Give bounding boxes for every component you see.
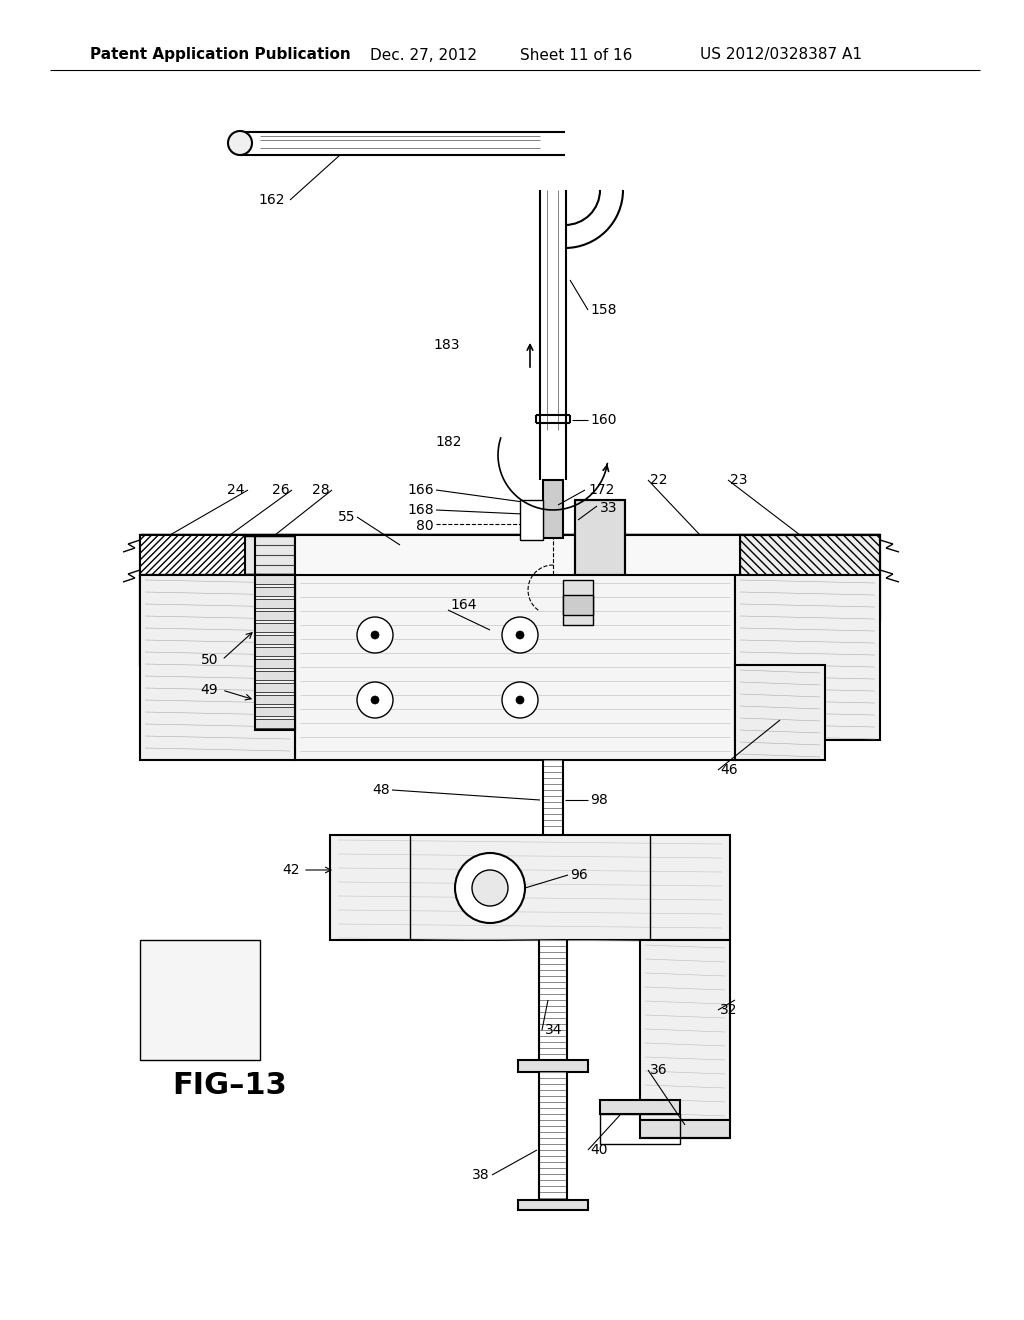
Text: FIG–13: FIG–13 — [173, 1071, 288, 1100]
Bar — [575, 500, 625, 576]
Bar — [255, 576, 295, 730]
Bar — [255, 647, 295, 656]
Text: 46: 46 — [720, 763, 737, 777]
Text: 49: 49 — [201, 682, 218, 697]
Circle shape — [472, 870, 508, 906]
Text: 26: 26 — [272, 483, 290, 498]
Bar — [255, 587, 295, 597]
Circle shape — [371, 631, 379, 639]
Bar — [140, 535, 880, 576]
Bar — [255, 611, 295, 620]
Circle shape — [357, 616, 393, 653]
Bar — [255, 719, 295, 729]
Bar — [735, 665, 825, 760]
Text: 166: 166 — [408, 483, 434, 498]
Circle shape — [228, 131, 252, 154]
Text: 34: 34 — [545, 1023, 562, 1038]
Bar — [563, 595, 593, 615]
Text: US 2012/0328387 A1: US 2012/0328387 A1 — [700, 48, 862, 62]
Circle shape — [357, 682, 393, 718]
Text: 32: 32 — [720, 1003, 737, 1016]
Bar — [295, 576, 735, 760]
Bar — [563, 579, 593, 624]
Bar — [543, 480, 563, 539]
Bar — [255, 576, 295, 583]
Bar — [140, 576, 260, 665]
Bar — [520, 500, 543, 540]
Text: 36: 36 — [650, 1063, 668, 1077]
Bar — [140, 576, 295, 760]
Text: Patent Application Publication: Patent Application Publication — [90, 48, 351, 62]
Circle shape — [516, 696, 524, 704]
Text: 38: 38 — [472, 1168, 490, 1181]
Text: 164: 164 — [450, 598, 476, 612]
Bar — [140, 576, 260, 665]
Text: 23: 23 — [730, 473, 748, 487]
Bar — [600, 1114, 680, 1144]
Text: 42: 42 — [283, 863, 300, 876]
Text: 158: 158 — [590, 304, 616, 317]
Text: 80: 80 — [417, 519, 434, 533]
Text: 24: 24 — [227, 483, 245, 498]
Bar — [640, 940, 730, 1119]
Bar — [740, 535, 880, 620]
Bar — [640, 1119, 730, 1138]
Text: 168: 168 — [408, 503, 434, 517]
Text: 28: 28 — [312, 483, 330, 498]
Bar — [255, 535, 295, 665]
Bar — [740, 535, 880, 620]
Bar — [140, 576, 260, 665]
Text: 183: 183 — [433, 338, 460, 352]
Circle shape — [516, 631, 524, 639]
Text: 33: 33 — [600, 502, 617, 515]
Bar — [255, 696, 295, 704]
Bar — [255, 682, 295, 692]
Text: 40: 40 — [590, 1143, 607, 1158]
Text: Dec. 27, 2012: Dec. 27, 2012 — [370, 48, 477, 62]
Circle shape — [455, 853, 525, 923]
Text: 96: 96 — [570, 869, 588, 882]
Bar — [735, 576, 880, 741]
Text: 50: 50 — [201, 653, 218, 667]
Bar — [255, 599, 295, 609]
Bar — [255, 623, 295, 632]
Text: 98: 98 — [590, 793, 608, 807]
Bar — [255, 635, 295, 644]
Bar — [140, 940, 260, 1060]
Text: 48: 48 — [373, 783, 390, 797]
Bar — [255, 671, 295, 680]
Bar — [330, 836, 730, 940]
Text: 55: 55 — [338, 510, 355, 524]
Bar — [518, 1200, 588, 1210]
Circle shape — [502, 616, 538, 653]
Bar — [140, 535, 245, 576]
Bar — [518, 1060, 588, 1072]
Text: Sheet 11 of 16: Sheet 11 of 16 — [520, 48, 633, 62]
Bar — [740, 535, 880, 620]
Circle shape — [371, 696, 379, 704]
Bar — [255, 659, 295, 668]
Bar — [295, 535, 740, 624]
Bar — [600, 1100, 680, 1114]
Text: 160: 160 — [590, 413, 616, 426]
Text: 172: 172 — [588, 483, 614, 498]
Bar — [255, 708, 295, 715]
Circle shape — [502, 682, 538, 718]
Text: 22: 22 — [650, 473, 668, 487]
Text: 162: 162 — [258, 193, 285, 207]
Text: 182: 182 — [435, 436, 462, 449]
